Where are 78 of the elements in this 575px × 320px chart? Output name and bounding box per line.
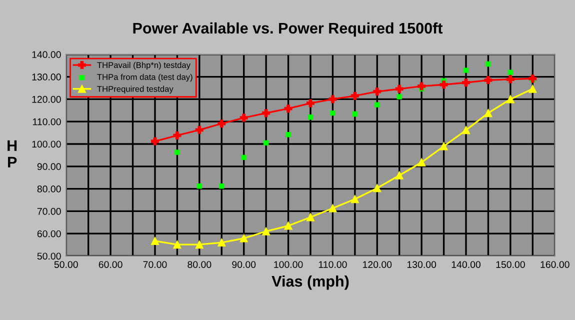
point bbox=[374, 102, 380, 108]
point bbox=[262, 109, 270, 118]
point bbox=[395, 84, 404, 93]
point bbox=[218, 238, 226, 247]
y-tick-label: 50.00 bbox=[37, 252, 61, 260]
point bbox=[284, 104, 292, 113]
point bbox=[219, 184, 224, 189]
y-tick-label: 140.00 bbox=[32, 51, 61, 58]
point bbox=[308, 114, 314, 120]
point bbox=[174, 150, 180, 155]
legend-label: THPa from data (test day) bbox=[97, 74, 192, 82]
point bbox=[373, 88, 382, 96]
point bbox=[263, 140, 269, 146]
x-tick-label: 140.00 bbox=[452, 261, 480, 268]
y-tick-label: 130.00 bbox=[32, 74, 61, 80]
x-tick-label: 70.00 bbox=[143, 261, 167, 268]
x-tick-label: 160.00 bbox=[540, 261, 570, 268]
point bbox=[286, 132, 291, 138]
point bbox=[240, 234, 248, 242]
point bbox=[173, 131, 182, 140]
y-tick-label: 80.00 bbox=[37, 186, 61, 192]
point bbox=[396, 94, 402, 100]
point bbox=[173, 240, 182, 249]
x-tick-label: 130.00 bbox=[407, 261, 436, 268]
x-axis-title: Vias (mph) bbox=[272, 275, 349, 290]
point bbox=[528, 84, 537, 93]
x-tick-label: 90.00 bbox=[232, 261, 256, 268]
point bbox=[195, 240, 204, 249]
x-tick-label: 50.00 bbox=[54, 261, 78, 268]
x-tick-label: 80.00 bbox=[188, 261, 212, 268]
point bbox=[463, 68, 469, 73]
point bbox=[462, 126, 470, 134]
y-axis-title: H P bbox=[8, 140, 17, 168]
point bbox=[306, 213, 314, 222]
point bbox=[506, 75, 514, 84]
x-tick-label: 150.00 bbox=[496, 261, 525, 268]
point bbox=[328, 95, 337, 104]
point bbox=[484, 76, 492, 84]
point bbox=[418, 158, 426, 166]
point bbox=[506, 95, 514, 104]
point bbox=[395, 171, 404, 180]
point bbox=[350, 92, 359, 100]
point bbox=[196, 184, 202, 189]
point bbox=[330, 110, 336, 116]
point bbox=[508, 70, 514, 75]
y-tick-label: 70.00 bbox=[37, 208, 61, 215]
x-tick-label: 100.00 bbox=[274, 261, 303, 268]
x-tick-label: 60.00 bbox=[98, 261, 122, 268]
x-tick-label: 120.00 bbox=[363, 261, 392, 268]
point bbox=[150, 237, 159, 245]
point bbox=[350, 195, 359, 204]
point bbox=[306, 99, 314, 108]
point bbox=[240, 114, 248, 122]
y-tick-label: 90.00 bbox=[37, 163, 61, 170]
legend-label: THPavail (Bhp*n) testday bbox=[97, 62, 190, 70]
point bbox=[352, 111, 358, 117]
point bbox=[484, 109, 492, 118]
point bbox=[328, 204, 337, 212]
point bbox=[262, 227, 270, 236]
point bbox=[195, 126, 204, 134]
y-tick-label: 60.00 bbox=[37, 230, 61, 238]
point bbox=[150, 137, 159, 146]
point bbox=[486, 61, 491, 67]
chart-title: Power Available vs. Power Required 1500ft bbox=[133, 22, 443, 37]
point bbox=[418, 82, 426, 90]
y-tick-label: 110.00 bbox=[32, 118, 61, 126]
point bbox=[440, 80, 448, 89]
point bbox=[462, 78, 470, 87]
point bbox=[218, 120, 226, 128]
point bbox=[373, 184, 382, 192]
x-tick-label: 110.00 bbox=[318, 261, 347, 268]
y-tick-label: 120.00 bbox=[32, 96, 61, 103]
point bbox=[528, 74, 537, 83]
point bbox=[440, 142, 448, 150]
point bbox=[284, 222, 292, 230]
legend-label: THPrequired testday bbox=[97, 86, 174, 94]
y-tick-label: 100.00 bbox=[32, 140, 61, 148]
point bbox=[241, 154, 246, 160]
